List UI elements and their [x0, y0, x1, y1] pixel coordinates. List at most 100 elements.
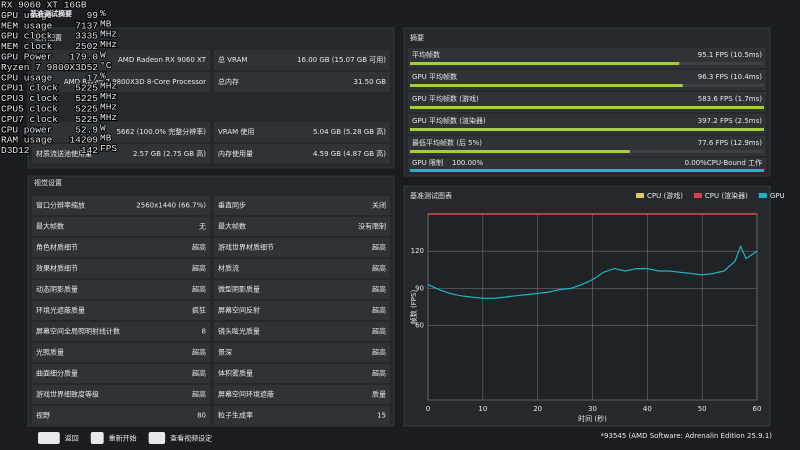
- setting-value: 超高: [372, 327, 386, 336]
- row-value: 31.50 GB: [354, 78, 387, 86]
- row-bg: [32, 280, 210, 299]
- legend-label: CPU (游戏): [647, 191, 683, 200]
- setting-label: 曲面细分质量: [36, 369, 78, 378]
- osd-unit: %: [100, 70, 106, 81]
- row-value: 96.3 FPS (10.4ms): [698, 73, 763, 81]
- osd-label: RX 9060 XT 16GB: [1, 0, 87, 11]
- osd-unit: MHz: [100, 81, 117, 92]
- chart-title: 基准测试图表: [410, 191, 452, 200]
- osd-label: MEM clock: [1, 41, 53, 52]
- row-label: 总 VRAM: [218, 55, 247, 64]
- key-text: F2: [153, 435, 161, 443]
- osd-unit: W: [100, 50, 106, 61]
- setting-label: 视野: [36, 411, 50, 420]
- osd-unit: MHz: [100, 39, 117, 50]
- row-bg: [214, 280, 390, 299]
- setting-value: 超高: [372, 369, 386, 378]
- setting-label: 屏幕空间反射: [218, 306, 260, 315]
- osd-label: CPU usage: [1, 72, 53, 83]
- x-tick-label: 20: [533, 405, 542, 413]
- setting-value: 超高: [372, 243, 386, 252]
- legend-swatch: [636, 193, 644, 198]
- y-axis-label: 帧数 (FPS): [409, 290, 418, 325]
- fps-bar: [410, 62, 680, 65]
- setting-value: 超高: [372, 306, 386, 315]
- key-cap: [38, 432, 60, 444]
- osd-value: 52: [87, 62, 99, 73]
- osd-label: CPU7 clock: [1, 114, 58, 125]
- osd-label: GPU usage: [1, 10, 53, 21]
- panel-title: 摘要: [410, 33, 424, 42]
- osd-unit: MB: [100, 133, 112, 144]
- osd-unit: °C: [100, 60, 112, 71]
- setting-value: 超高: [192, 369, 206, 378]
- osd-value: 179.0: [69, 52, 98, 63]
- row-label: GPU 平均帧数: [412, 72, 457, 81]
- row-bg: [32, 217, 210, 236]
- row-bg: [408, 158, 766, 172]
- row-label: 内存使用量: [218, 149, 253, 158]
- setting-label: 角色材质细节: [36, 243, 78, 252]
- row-bg: [214, 385, 390, 404]
- setting-label: 体积雾质量: [218, 369, 253, 378]
- row-label: GPU 平均帧数 (渲染器): [412, 116, 486, 125]
- key-text: ESC: [42, 435, 56, 443]
- row-bg: [32, 196, 210, 215]
- setting-label: 游戏世界细致度等级: [36, 390, 99, 399]
- row-bg: [32, 406, 210, 425]
- legend-swatch: [758, 193, 767, 198]
- key-text: C: [95, 435, 100, 443]
- row-value: 397.2 FPS (2.5ms): [698, 117, 763, 125]
- y-tick-label: 90: [415, 284, 424, 292]
- row-bg: [32, 301, 210, 320]
- setting-value: 关闭: [372, 201, 386, 210]
- row-bg: [32, 122, 210, 142]
- x-tick-label: 30: [588, 405, 597, 413]
- row-value: 95.1 FPS (10.5ms): [698, 51, 763, 59]
- row-bg: [32, 259, 210, 278]
- osd-label: GPU clock: [1, 31, 53, 42]
- page-title: 基准测试摘要: [29, 9, 72, 18]
- gpu-limit-bar: [410, 169, 764, 172]
- osd-unit: %: [100, 8, 106, 19]
- osd-unit: W: [100, 122, 106, 133]
- row-bg: [32, 238, 210, 257]
- row-value: AMD Radeon RX 9060 XT: [118, 56, 207, 64]
- y-tick-label: 120: [411, 247, 424, 255]
- osd-value: 14209: [69, 135, 98, 146]
- fps-bar: [410, 150, 630, 153]
- setting-value: 无: [199, 223, 206, 231]
- row-bg: [214, 238, 390, 257]
- setting-label: 环境光遮蔽质量: [36, 306, 85, 315]
- row-bg: [214, 259, 390, 278]
- row-label: 平均帧数: [412, 50, 440, 59]
- setting-value: 超高: [192, 348, 206, 357]
- setting-label: 垂直同步: [218, 201, 246, 210]
- osd-unit: MB: [100, 18, 112, 29]
- row-bg: [32, 364, 210, 383]
- x-tick-label: 10: [478, 405, 487, 413]
- row-label: VRAM 使用: [218, 127, 254, 136]
- setting-label: 微型阴影质量: [218, 285, 260, 294]
- setting-label: 材质流: [218, 264, 239, 273]
- osd-value: 17: [87, 72, 98, 83]
- osd-value: 5225: [75, 83, 98, 94]
- osd-value: 5225: [75, 93, 98, 104]
- setting-label: 镜头眩光质量: [218, 327, 260, 336]
- setting-value: 15: [377, 412, 386, 420]
- setting-value: 超高: [372, 348, 386, 357]
- row-value: 2.57 GB (2.75 GB 高): [133, 149, 206, 158]
- x-tick-label: 50: [698, 405, 707, 413]
- row-bg: [214, 72, 390, 92]
- osd-label: CPU5 clock: [1, 104, 58, 115]
- setting-label: 动态阴影质量: [36, 285, 78, 294]
- osd-value: 142: [81, 145, 98, 156]
- row-label: 材质流送池使用量: [36, 149, 92, 158]
- osd-unit: MHz: [100, 91, 117, 102]
- setting-label: 窗口分辨率缩放: [36, 201, 85, 210]
- key-cap: [148, 432, 166, 444]
- row-value: 100.00%: [452, 159, 483, 167]
- osd-unit: MHz: [100, 112, 117, 123]
- osd-label: CPU power: [1, 124, 52, 135]
- setting-value: 疯狂: [192, 306, 206, 315]
